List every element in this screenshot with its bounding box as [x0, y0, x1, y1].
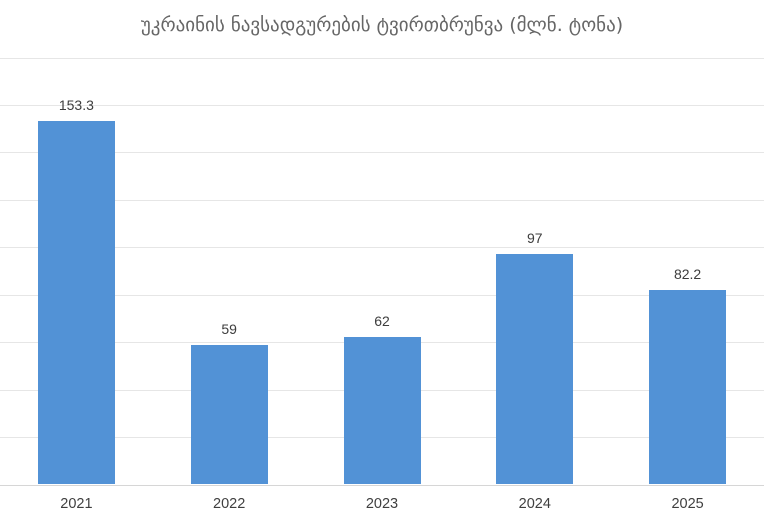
bar-value-label: 153.3: [58, 96, 94, 113]
x-axis-label: 2024: [518, 496, 551, 512]
gridline: [0, 294, 764, 296]
bar-value-label: 59: [221, 320, 237, 337]
bar-2021: [37, 120, 115, 485]
bar-value-label: 82.2: [673, 265, 702, 282]
bar-2022: [190, 344, 268, 485]
bar-2024: [496, 254, 574, 485]
x-axis-label: 2023: [365, 496, 399, 512]
bar-value-label: 62: [374, 313, 390, 330]
bar-2023: [343, 337, 421, 485]
x-axis-label: 2021: [60, 496, 93, 512]
gridline: [0, 199, 764, 201]
gridline: [0, 57, 764, 59]
bar-value-label: 97: [527, 230, 543, 247]
bar-2025: [649, 289, 727, 485]
gridline: [0, 104, 764, 106]
chart-title: უკრაინის ნავსადგურების ტვირთბრუნვა (მლნ.…: [140, 14, 624, 36]
x-axis-label: 2022: [213, 496, 246, 512]
x-axis-label: 2025: [671, 496, 704, 512]
gridline: [0, 152, 764, 154]
x-axis-line: [0, 484, 764, 486]
gridline: [0, 247, 764, 249]
